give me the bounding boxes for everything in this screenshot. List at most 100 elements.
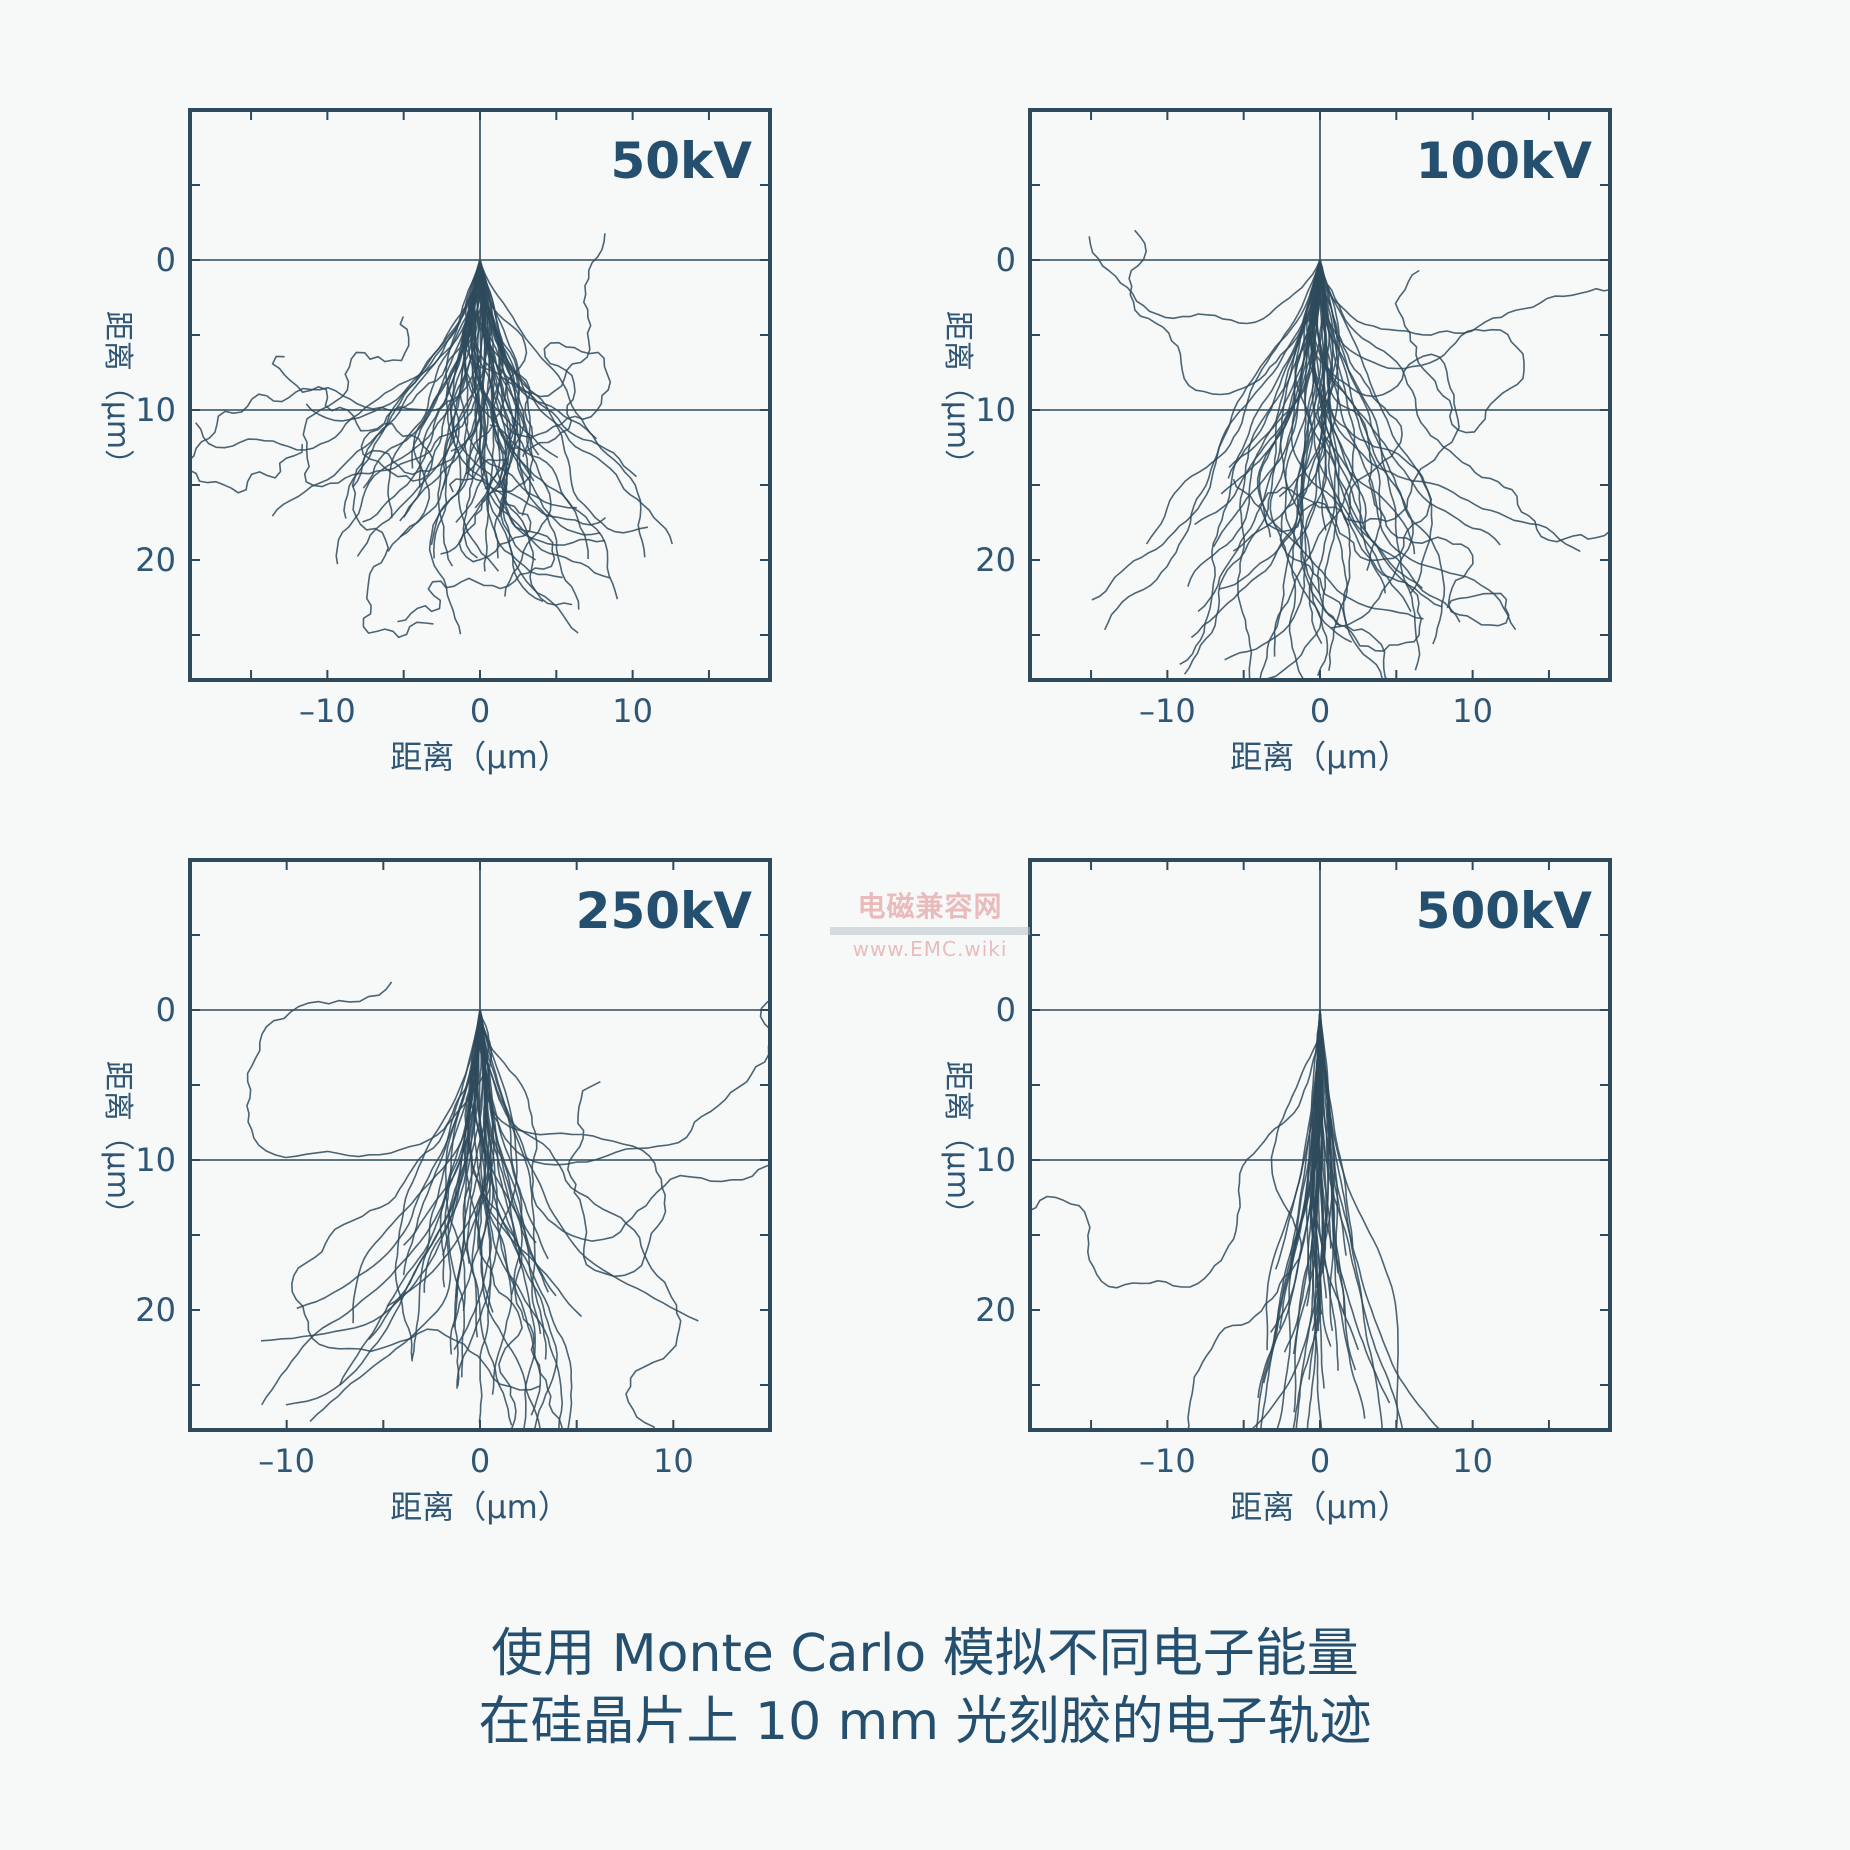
trajectory-line: [190, 259, 482, 494]
trajectory-line: [478, 1010, 563, 1430]
chart-svg: –10 0 10 0 10 20 距离（μm） 距离（μm） 50kV: [100, 108, 772, 776]
trajectories: [1088, 229, 1610, 680]
trajectory-line: [1194, 259, 1321, 526]
trajectory-line: [418, 259, 481, 488]
trajectory-line: [1278, 259, 1340, 498]
trajectory-line: [1088, 236, 1321, 325]
trajectory-line: [1030, 1009, 1321, 1289]
y-tick-label: 20: [135, 1291, 176, 1329]
y-tick-label: 20: [975, 1291, 1016, 1329]
trajectory-line: [474, 259, 619, 600]
x-axis-label: 距离（μm）: [390, 1488, 570, 1526]
trajectories: [246, 981, 770, 1430]
x-tick-label: –10: [1139, 692, 1196, 730]
trajectory-line: [450, 259, 493, 452]
figure-caption: 使用 Monte Carlo 模拟不同电子能量 在硅晶片上 10 mm 光刻胶的…: [0, 1620, 1850, 1756]
trajectory-line: [352, 259, 481, 488]
x-tick-label: 10: [612, 692, 653, 730]
trajectory-line: [1273, 259, 1356, 657]
trajectory-line: [291, 1009, 541, 1391]
trajectory-line: [296, 1009, 481, 1310]
trajectory-line: [465, 259, 487, 475]
y-tick-label: 0: [156, 991, 176, 1029]
y-axis-label: 距离（μm）: [940, 1061, 975, 1229]
x-tick-label: 10: [653, 1442, 694, 1480]
y-tick-label: 10: [135, 391, 176, 429]
chart-svg: –10 0 10 0 10 20 距离（μm） 距离（μm） 250kV: [100, 858, 772, 1526]
trajectory-line: [428, 259, 491, 635]
trajectory-line: [352, 1009, 481, 1324]
x-axis-label: 距离（μm）: [1230, 1488, 1410, 1526]
trajectory-line: [1319, 259, 1525, 434]
trajectory-line: [1091, 259, 1321, 601]
trajectory-line: [271, 259, 482, 482]
trajectory-line: [479, 1009, 573, 1430]
trajectory-line: [1319, 259, 1446, 645]
trajectory-line: [302, 259, 493, 488]
trajectory-line: [473, 260, 611, 579]
trajectories: [190, 233, 673, 639]
x-tick-label: 0: [470, 1442, 490, 1480]
chart-title: 50kV: [610, 132, 752, 190]
trajectory-line: [1218, 259, 1324, 590]
trajectory-line: [195, 259, 481, 451]
trajectory-line: [1256, 259, 1424, 620]
chart-title: 250kV: [576, 882, 753, 940]
trajectory-line: [479, 1009, 550, 1293]
trajectory-line: [1319, 259, 1383, 571]
trajectory-line: [479, 259, 535, 482]
watermark: 电磁兼容网 www.EMC.wiki: [830, 885, 1030, 961]
chart-title: 100kV: [1416, 132, 1593, 190]
trajectory-line: [1295, 1009, 1323, 1430]
y-tick-label: 10: [135, 1141, 176, 1179]
chart-panel-250kv: –10 0 10 0 10 20 距离（μm） 距离（μm） 250kV: [100, 858, 900, 1580]
chart-svg: –10 0 10 0 10 20 距离（μm） 距离（μm） 500kV: [940, 858, 1612, 1526]
trajectory-line: [479, 1009, 770, 1242]
y-tick-label: 0: [996, 241, 1016, 279]
y-tick-label: 20: [135, 541, 176, 579]
x-tick-label: 10: [1452, 1442, 1493, 1480]
trajectory-line: [479, 259, 580, 610]
trajectory-line: [394, 1009, 481, 1362]
y-tick-label: 0: [996, 991, 1016, 1029]
caption-line-1: 使用 Monte Carlo 模拟不同电子能量: [491, 1624, 1359, 1684]
y-axis-label: 距离（μm）: [100, 311, 135, 479]
caption-line-2: 在硅晶片上 10 mm 光刻胶的电子轨迹: [478, 1692, 1372, 1752]
chart-title: 500kV: [1416, 882, 1593, 940]
y-axis-label: 距离（μm）: [100, 1061, 135, 1229]
x-tick-label: –10: [299, 692, 356, 730]
watermark-url: www.EMC.wiki: [852, 937, 1008, 961]
trajectory-line: [479, 259, 537, 561]
trajectory-line: [1319, 259, 1510, 627]
trajectory-line: [309, 1009, 481, 1422]
trajectory-line: [1319, 1009, 1399, 1430]
trajectories: [1030, 1009, 1442, 1430]
trajectory-line: [479, 1009, 699, 1322]
trajectory-line: [479, 259, 552, 597]
trajectory-line: [1319, 259, 1610, 543]
chart-svg: –10 0 10 0 10 20 距离（μm） 距离（μm） 100kV: [940, 108, 1612, 776]
y-tick-label: 20: [975, 541, 1016, 579]
y-axis-label: 距离（μm）: [940, 311, 975, 479]
trajectory-line: [462, 233, 606, 398]
x-tick-label: 0: [470, 692, 490, 730]
y-tick-label: 10: [975, 1141, 1016, 1179]
chart-panel-100kv: –10 0 10 0 10 20 距离（μm） 距离（μm） 100kV: [940, 108, 1740, 830]
trajectory-line: [1319, 259, 1384, 680]
trajectory-line: [441, 259, 481, 490]
trajectory-line: [411, 1009, 481, 1360]
x-tick-label: 0: [1310, 692, 1330, 730]
trajectory-line: [1227, 259, 1321, 479]
trajectory-line: [285, 1009, 481, 1406]
trajectory-line: [1319, 1009, 1330, 1257]
trajectory-line: [478, 1000, 770, 1166]
y-tick-label: 0: [156, 241, 176, 279]
trajectory-line: [1145, 259, 1321, 545]
chart-panel-50kv: –10 0 10 0 10 20 距离（μm） 距离（μm） 50kV: [100, 108, 900, 830]
trajectory-line: [1319, 259, 1610, 336]
trajectory-line: [1319, 259, 1581, 553]
trajectory-line: [453, 1009, 492, 1351]
trajectory-line: [477, 1009, 488, 1249]
trajectory-line: [1262, 1010, 1322, 1384]
x-tick-label: 10: [1452, 692, 1493, 730]
